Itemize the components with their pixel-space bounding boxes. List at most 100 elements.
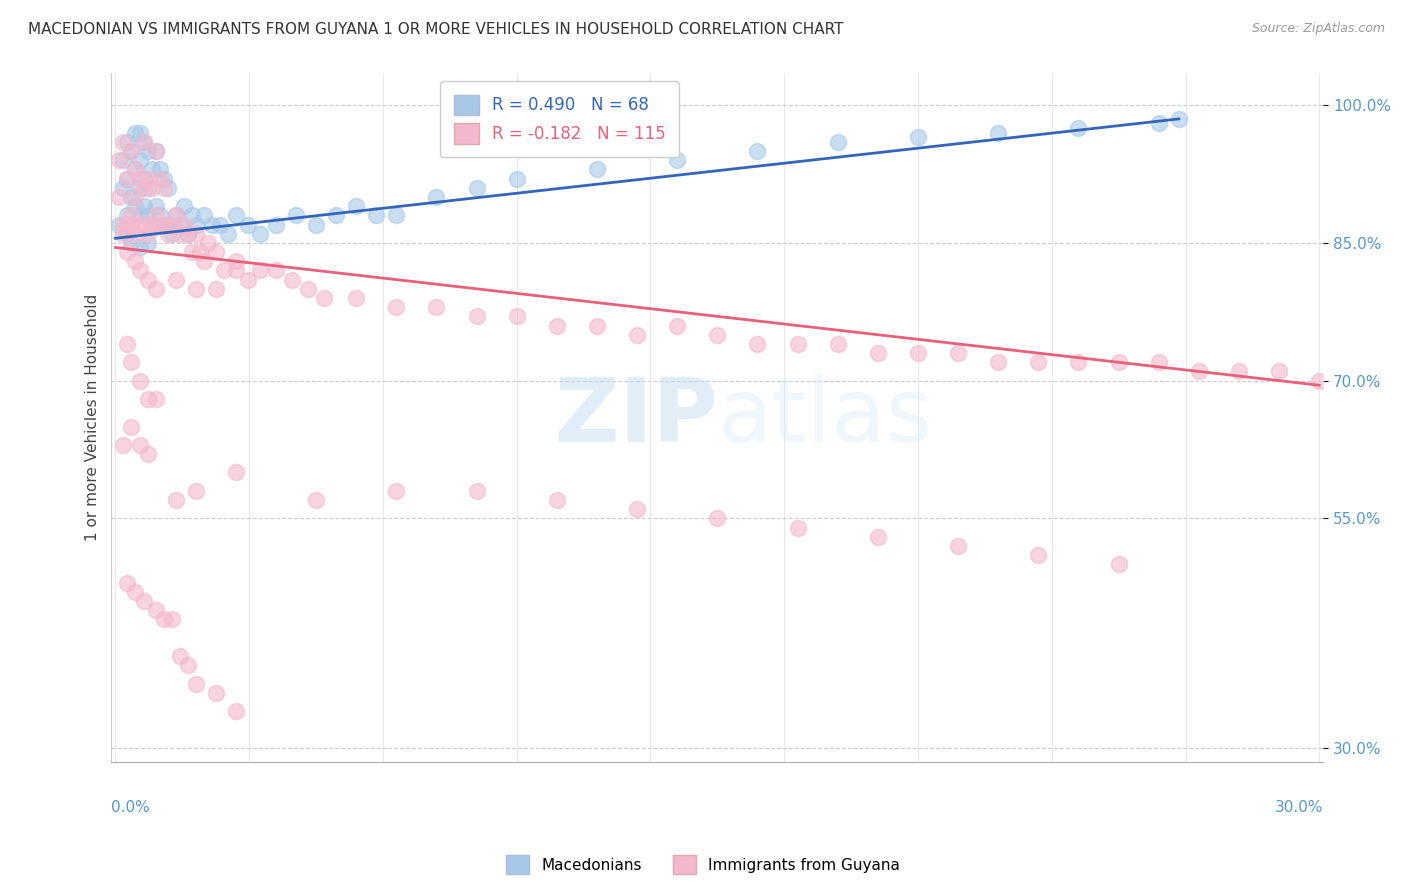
Point — [117, 575, 139, 590]
Point — [132, 135, 155, 149]
Point — [1147, 355, 1170, 369]
Point — [180, 245, 202, 260]
Point — [225, 208, 247, 222]
Point — [160, 218, 183, 232]
Point — [169, 227, 191, 241]
Point — [1227, 364, 1250, 378]
Point — [184, 227, 207, 241]
Point — [156, 227, 179, 241]
Point — [385, 208, 408, 222]
Point — [141, 218, 163, 232]
Point — [786, 337, 808, 351]
Point — [128, 181, 150, 195]
Point — [152, 218, 174, 232]
Point — [1108, 558, 1130, 572]
Point — [188, 245, 211, 260]
Point — [180, 208, 202, 222]
Point — [305, 218, 328, 232]
Point — [236, 272, 259, 286]
Point — [160, 227, 183, 241]
Y-axis label: 1 or more Vehicles in Household: 1 or more Vehicles in Household — [86, 293, 100, 541]
Point — [201, 218, 224, 232]
Point — [249, 227, 271, 241]
Point — [173, 199, 195, 213]
Point — [136, 181, 159, 195]
Point — [132, 199, 155, 213]
Point — [204, 686, 226, 700]
Point — [156, 181, 179, 195]
Point — [124, 254, 146, 268]
Point — [465, 310, 488, 324]
Point — [505, 310, 527, 324]
Point — [344, 199, 367, 213]
Point — [946, 539, 969, 553]
Point — [112, 227, 135, 241]
Point — [121, 355, 143, 369]
Point — [907, 130, 929, 145]
Point — [152, 181, 174, 195]
Point — [176, 227, 198, 241]
Text: ZIP: ZIP — [554, 374, 717, 461]
Point — [136, 227, 159, 241]
Point — [148, 218, 170, 232]
Point — [141, 181, 163, 195]
Point — [197, 235, 219, 250]
Point — [586, 162, 609, 177]
Point — [132, 171, 155, 186]
Point — [236, 218, 259, 232]
Point — [112, 218, 135, 232]
Point — [165, 493, 187, 508]
Point — [145, 282, 167, 296]
Point — [117, 171, 139, 186]
Point — [586, 318, 609, 333]
Point — [281, 272, 304, 286]
Point — [249, 263, 271, 277]
Point — [132, 218, 155, 232]
Point — [225, 704, 247, 718]
Point — [136, 447, 159, 461]
Point — [121, 235, 143, 250]
Point — [385, 483, 408, 498]
Point — [108, 153, 131, 168]
Point — [297, 282, 319, 296]
Point — [184, 218, 207, 232]
Point — [165, 208, 187, 222]
Point — [208, 218, 231, 232]
Point — [136, 272, 159, 286]
Point — [314, 291, 336, 305]
Point — [546, 493, 568, 508]
Point — [385, 300, 408, 314]
Text: atlas: atlas — [717, 374, 932, 461]
Point — [117, 245, 139, 260]
Point — [866, 530, 889, 544]
Point — [907, 346, 929, 360]
Point — [666, 153, 689, 168]
Point — [121, 144, 143, 158]
Point — [212, 263, 235, 277]
Point — [128, 153, 150, 168]
Point — [344, 291, 367, 305]
Point — [128, 240, 150, 254]
Point — [193, 208, 215, 222]
Point — [121, 144, 143, 158]
Point — [706, 327, 728, 342]
Point — [108, 218, 131, 232]
Point — [145, 392, 167, 406]
Point — [145, 144, 167, 158]
Point — [204, 245, 226, 260]
Legend: Macedonians, Immigrants from Guyana: Macedonians, Immigrants from Guyana — [501, 849, 905, 880]
Point — [128, 218, 150, 232]
Point — [160, 612, 183, 626]
Point — [117, 208, 139, 222]
Point — [128, 126, 150, 140]
Point — [305, 493, 328, 508]
Point — [184, 677, 207, 691]
Point — [1028, 355, 1050, 369]
Point — [128, 374, 150, 388]
Point — [124, 199, 146, 213]
Text: 30.0%: 30.0% — [1275, 799, 1323, 814]
Point — [225, 254, 247, 268]
Point — [124, 162, 146, 177]
Point — [136, 144, 159, 158]
Point — [169, 218, 191, 232]
